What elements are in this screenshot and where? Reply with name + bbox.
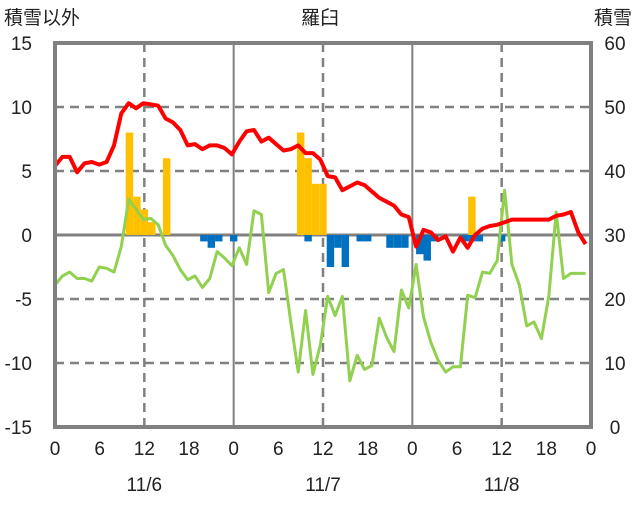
left-tick-label: 0 [21,226,32,247]
snow_decrease-bar [341,235,350,267]
plot-border [53,41,593,429]
left-tick-label: 15 [11,34,32,55]
snow_decrease-bar [423,235,431,261]
snowfall-bar [468,196,476,235]
snowfall-bar [311,183,320,235]
date-label: 11/7 [305,475,341,496]
snowfall-bar [140,209,149,235]
snow_decrease-bar [363,235,372,242]
snow_decrease-bar [200,235,208,242]
snow_decrease-bar [229,235,238,242]
date-label: 11/8 [484,475,520,496]
chart-title: 羅臼 [301,7,339,29]
left-axis-title: 積雪以外 [4,7,80,29]
snow_decrease-bar [304,235,312,242]
right-tick-label: 50 [604,98,625,119]
x-tick-label: 0 [50,439,61,460]
snow_decrease-bar [207,235,216,248]
snowfall-bar [162,158,171,235]
left-tick-label: 10 [11,98,32,119]
snowfall-bar [125,132,134,235]
right-tick-label: 30 [604,226,625,247]
right-tick-label: 60 [604,34,625,55]
snow_decrease-bar [416,235,424,255]
right-tick-label: 20 [604,290,625,311]
snowfall-bar [296,132,305,235]
snowfall-bar [319,183,327,235]
snow_decrease-bar [460,235,469,242]
right-axis-title: 積雪 [594,7,632,29]
snow_decrease-bar [475,235,484,242]
right-tick-label: 10 [604,354,625,375]
left-tick-label: -15 [5,418,32,439]
left-tick-label: -10 [5,354,32,375]
x-tick-label: 0 [407,439,418,460]
x-tick-label: 12 [312,439,333,460]
x-tick-label: 12 [134,439,155,460]
snowfall-bar [304,158,312,235]
red-series-line [53,101,588,254]
snow_decrease-bar [334,235,342,248]
plot-frame [53,41,593,429]
x-tick-label: 0 [586,439,597,460]
left-tick-label: -5 [15,290,32,311]
x-tick-label: 18 [178,439,199,460]
right-tick-label: 40 [604,162,625,183]
left-tick-label: 5 [21,162,32,183]
snow_decrease-bar [401,235,409,248]
snow_decrease-bar [326,235,335,267]
x-tick-label: 18 [536,439,557,460]
date-label: 11/6 [127,475,163,496]
snowfall-bar [148,222,156,235]
snow_decrease-bar [386,235,394,248]
x-tick-label: 6 [273,439,284,460]
x-tick-label: 6 [452,439,463,460]
x-tick-label: 18 [357,439,378,460]
snowfall-bar [133,196,141,235]
green-series-line [53,188,586,383]
snow_decrease-bar [215,235,223,242]
right-tick-label: 0 [610,418,621,439]
snow_decrease-bar [497,235,506,242]
x-tick-label: 12 [491,439,512,460]
snow_decrease-bar [356,235,364,242]
x-tick-label: 0 [228,439,239,460]
x-tick-label: 6 [94,439,105,460]
snow_decrease-bar [393,235,402,248]
